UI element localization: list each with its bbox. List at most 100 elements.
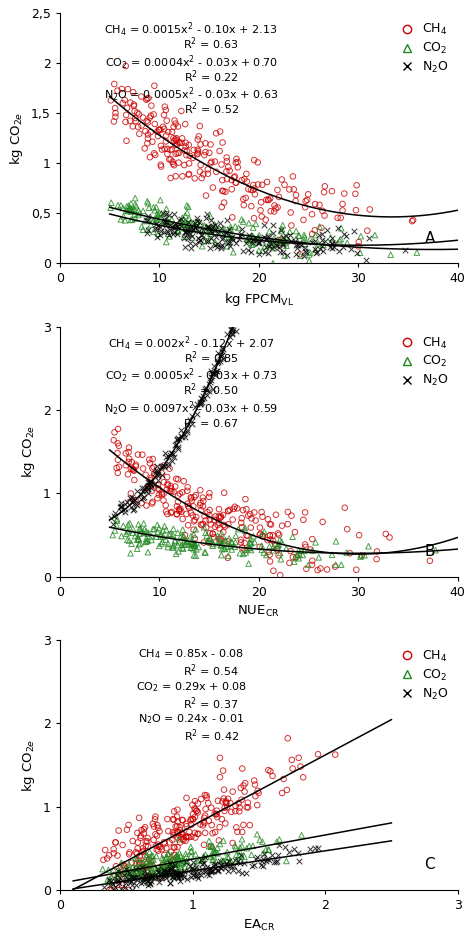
Point (147, 863, 155, 878)
Point (185, 167, 192, 183)
Point (225, 851, 232, 866)
Point (305, 253, 313, 268)
Point (128, 855, 136, 870)
Point (179, 522, 187, 537)
Point (143, 855, 150, 870)
Point (249, 236, 257, 251)
Point (352, 186, 359, 201)
Point (155, 122, 163, 137)
Point (181, 240, 189, 255)
Point (135, 536, 143, 551)
Point (199, 389, 207, 404)
Point (169, 156, 177, 171)
Point (183, 418, 191, 433)
Point (296, 111, 303, 126)
Point (217, 240, 225, 255)
Point (191, 825, 199, 840)
Point (135, 532, 142, 547)
Point (253, 850, 261, 865)
Point (127, 869, 134, 884)
Point (137, 864, 145, 879)
Point (156, 228, 164, 243)
Point (185, 137, 192, 152)
Point (287, 147, 294, 162)
Point (216, 510, 224, 525)
Point (268, 238, 275, 253)
Point (123, 134, 130, 149)
Point (205, 489, 213, 504)
Point (262, 212, 270, 227)
Point (201, 810, 208, 825)
Point (117, 198, 125, 213)
Point (244, 231, 251, 246)
Point (143, 858, 151, 873)
Point (206, 384, 213, 399)
Point (144, 223, 152, 238)
Text: R$^2$ = 0.52: R$^2$ = 0.52 (183, 101, 238, 118)
Point (373, 551, 380, 566)
Point (111, 505, 118, 520)
Point (174, 537, 182, 552)
Point (127, 201, 135, 216)
Point (188, 534, 195, 550)
Point (228, 182, 236, 197)
Point (264, 192, 272, 207)
Point (185, 501, 193, 516)
Point (133, 856, 140, 871)
Point (276, 234, 283, 249)
Point (153, 849, 160, 864)
Point (114, 863, 121, 878)
Point (177, 855, 185, 870)
Point (270, 204, 278, 219)
Point (176, 873, 184, 888)
Point (160, 486, 167, 502)
Point (181, 537, 188, 552)
Point (123, 199, 131, 214)
Point (267, 237, 275, 252)
Point (328, 236, 335, 251)
Point (413, 245, 421, 260)
Point (195, 539, 202, 554)
Point (296, 108, 303, 123)
Point (143, 114, 150, 129)
Point (152, 863, 160, 878)
Point (154, 466, 162, 481)
Point (147, 211, 155, 226)
Point (216, 770, 224, 785)
Point (128, 494, 136, 509)
Point (255, 786, 263, 801)
Point (146, 475, 154, 490)
Point (149, 135, 156, 150)
Point (241, 849, 248, 864)
Point (275, 527, 283, 542)
Point (224, 849, 231, 864)
Point (189, 797, 196, 812)
Point (175, 502, 183, 518)
Point (211, 856, 219, 871)
Point (288, 218, 295, 233)
Point (202, 802, 210, 817)
Point (366, 202, 374, 217)
Point (147, 873, 155, 888)
Point (157, 206, 165, 221)
Point (182, 854, 190, 869)
Point (228, 210, 236, 225)
Point (229, 245, 237, 260)
Point (246, 838, 253, 853)
Point (300, 512, 307, 527)
Point (285, 182, 293, 197)
Point (208, 154, 215, 169)
Point (134, 529, 142, 544)
Point (131, 197, 139, 212)
Point (343, 545, 351, 560)
Point (146, 110, 154, 125)
Point (192, 549, 200, 564)
Point (223, 224, 230, 239)
Point (142, 213, 150, 228)
Point (164, 856, 172, 871)
Point (266, 235, 273, 250)
Point (271, 854, 278, 869)
Point (110, 433, 118, 448)
Point (214, 354, 222, 369)
Point (337, 557, 345, 572)
